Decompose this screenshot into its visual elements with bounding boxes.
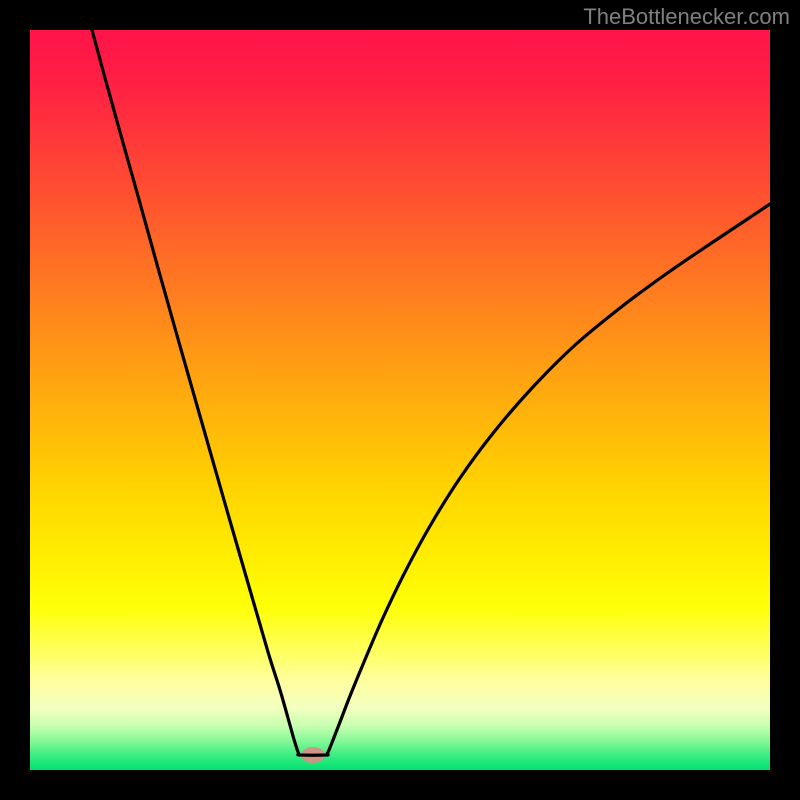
watermark-text: TheBottlenecker.com (583, 4, 790, 30)
gradient-background (30, 30, 770, 770)
plot-svg (30, 30, 770, 770)
plot-area (30, 30, 770, 770)
